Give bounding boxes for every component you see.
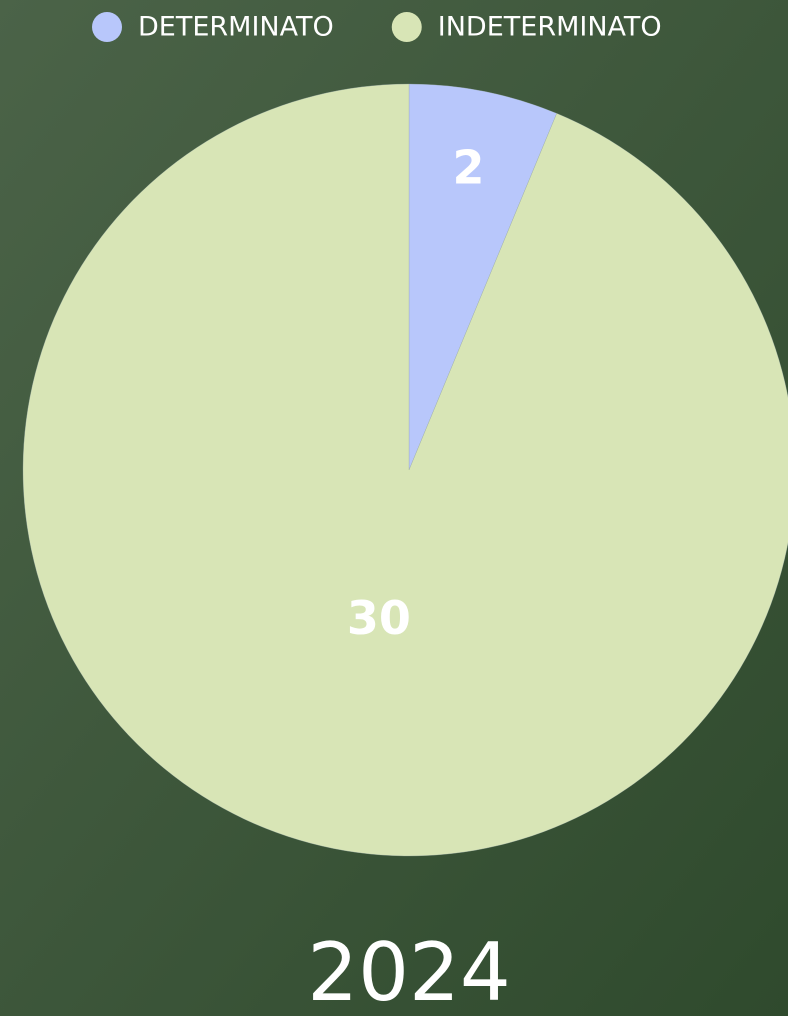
chart-title: 2024 — [307, 926, 511, 1016]
pie-slice — [22, 83, 788, 857]
legend: DETERMINATO INDETERMINATO — [92, 12, 662, 43]
value-label: 30 — [347, 591, 411, 645]
legend-swatch — [92, 12, 122, 42]
pie-slice — [408, 83, 557, 471]
value-label: 2 — [452, 140, 484, 194]
legend-label: INDETERMINATO — [438, 12, 662, 43]
pie — [22, 83, 788, 857]
legend-label: DETERMINATO — [138, 12, 334, 43]
legend-swatch — [391, 12, 422, 42]
